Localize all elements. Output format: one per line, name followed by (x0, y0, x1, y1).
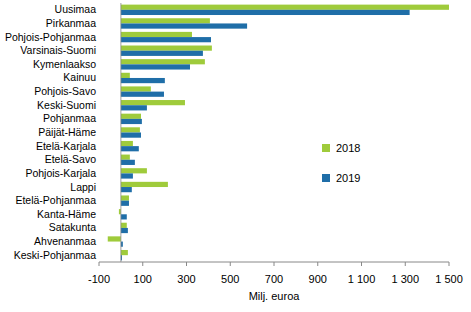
category-label: Pohjois-Pohjanmaa (5, 31, 96, 43)
bar (121, 92, 164, 97)
bar (121, 182, 168, 187)
category-label: Päijät-Häme (38, 126, 96, 138)
category-label: Pohjois-Karjala (25, 167, 96, 179)
bar (121, 114, 141, 119)
bar (121, 59, 205, 64)
bar (121, 187, 132, 192)
bar (121, 228, 128, 233)
bar (121, 168, 147, 173)
bar (121, 195, 129, 200)
bar (121, 119, 142, 124)
category-label: Kanta-Häme (37, 208, 96, 220)
bar (121, 32, 192, 37)
bar (121, 105, 147, 110)
tick-label: 900 (309, 273, 327, 285)
tick (186, 262, 187, 266)
tick-label: 1 100 (348, 273, 376, 285)
category-label: Keski-Pohjanmaa (14, 249, 96, 261)
axis-title: Milj. euroa (249, 290, 301, 302)
bar (121, 133, 141, 138)
bars (108, 5, 449, 261)
chart: Uusimaa Pirkanmaa Pohjois-PohjanmaaVarsina… (0, 0, 471, 312)
bar (121, 100, 185, 105)
bar (121, 173, 133, 178)
bar (121, 146, 139, 151)
bar (121, 23, 247, 28)
legend-label: 2019 (336, 172, 360, 184)
bar (121, 214, 127, 219)
x-axis: -100 100 300 500 700 900 1 100 1 300 1 500 (88, 3, 463, 285)
legend-swatch (322, 174, 330, 182)
bar (121, 5, 449, 10)
tick (449, 262, 450, 266)
tick-label: 100 (134, 273, 152, 285)
tick (142, 262, 143, 266)
category-label: Kainuu (63, 71, 96, 83)
bar (121, 141, 133, 146)
category-label: Pohjanmaa (43, 112, 96, 124)
category-label: Etelä-Savo (45, 153, 97, 165)
category-label: Uusimaa (55, 3, 97, 15)
bar (121, 201, 129, 206)
legend-label: 2018 (336, 142, 360, 154)
bar (121, 51, 203, 56)
zero-line (120, 3, 121, 262)
category-label: Pirkanmaa (46, 17, 96, 29)
category-label: Pohjois-Savo (34, 85, 96, 97)
tick-label: -100 (88, 273, 110, 285)
bar (121, 78, 165, 83)
bar (121, 155, 130, 160)
category-label: Etelä-Karjala (36, 140, 96, 152)
category-labels: Uusimaa Pirkanmaa Pohjois-PohjanmaaVarsina… (5, 3, 96, 260)
tick-label: 500 (221, 273, 239, 285)
tick-label: 300 (177, 273, 195, 285)
category-label: Kymenlaakso (33, 58, 96, 70)
category-label: Varsinais-Suomi (20, 44, 96, 56)
bar (121, 37, 211, 42)
bar (121, 127, 140, 132)
category-label: Etelä-Pohjanmaa (15, 194, 96, 206)
tick-label: 1 500 (435, 273, 463, 285)
bar (121, 46, 212, 51)
tick (317, 262, 318, 266)
category-label: Keski-Suomi (37, 99, 96, 111)
bar (121, 223, 127, 228)
legend-swatch (322, 144, 330, 152)
category-label: Satakunta (49, 221, 96, 233)
bar (121, 250, 128, 255)
category-label: Lappi (70, 181, 96, 193)
bar (121, 18, 210, 23)
bar (121, 73, 130, 78)
bar (121, 86, 151, 91)
tick-label: 700 (265, 273, 283, 285)
bar (108, 236, 121, 241)
category-label: Ahvenanmaa (34, 235, 96, 247)
tick (405, 262, 406, 266)
tick-label: 1 300 (391, 273, 419, 285)
bar (121, 64, 190, 69)
bar (121, 10, 410, 15)
legend: 2018 2019 (322, 142, 360, 184)
tick (274, 262, 275, 266)
bar (121, 160, 135, 165)
tick (230, 262, 231, 266)
tick (99, 262, 100, 266)
tick (361, 262, 362, 266)
